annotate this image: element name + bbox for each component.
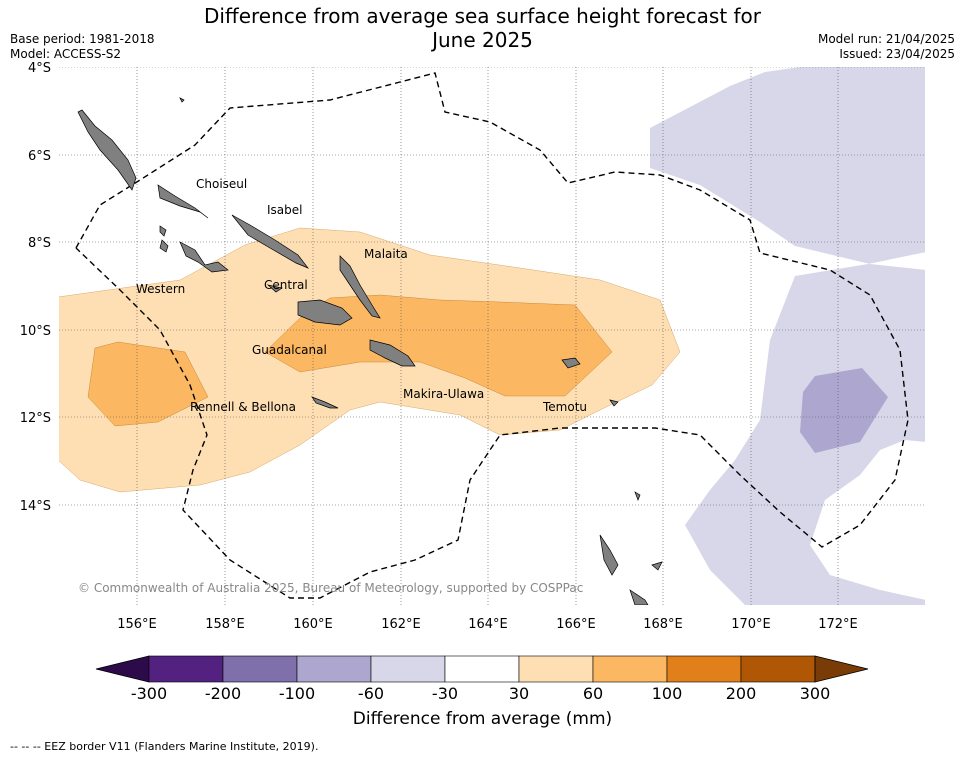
label-temotu: Temotu [542, 400, 587, 414]
label-central: Central [264, 278, 308, 292]
island-isabel [231, 214, 310, 269]
anomaly-zone-60-100-east [264, 294, 613, 397]
title-line-2: June 2025 [432, 28, 533, 52]
island-temotu-ndeni [561, 357, 581, 369]
label-western: Western [136, 282, 185, 296]
colorbar-tick: -30 [432, 684, 458, 703]
lat-label: 12°S [20, 411, 51, 426]
label-guadalcanal: Guadalcanal [252, 343, 327, 357]
island-choiseul-west [77, 109, 137, 191]
colorbar-tick: 30 [509, 684, 529, 703]
island-vanuatu-north [599, 534, 619, 576]
issued-date: Issued: 23/04/2025 [839, 47, 955, 61]
colorbar [95, 655, 869, 683]
lat-label: 6°S [28, 149, 51, 164]
islands [77, 97, 663, 605]
lon-label: 170°E [731, 617, 771, 632]
island-choiseul [157, 184, 209, 219]
island-western-group [179, 241, 229, 273]
lon-label: 168°E [643, 617, 683, 632]
island-vella [159, 239, 169, 253]
model-run: Model run: 21/04/2025 [817, 32, 955, 46]
island-rennell [311, 396, 339, 409]
map-area: © Commonwealth of Australia 2025, Bureau… [59, 67, 925, 605]
colorbar-segment [666, 655, 742, 683]
colorbar-segment [444, 655, 520, 683]
lon-label: 156°E [117, 617, 157, 632]
colorbar-tick-labels: -300 -200 -100 -60 -30 30 60 100 200 300 [131, 684, 830, 703]
island-vanuatu-central [651, 561, 663, 571]
longitude-labels: 156°E 158°E 160°E 162°E 164°E 166°E 168°… [117, 617, 858, 632]
colorbar-tick: -300 [131, 684, 167, 703]
colorbar-segment [592, 655, 668, 683]
lat-label: 14°S [20, 499, 51, 514]
lat-label: 10°S [20, 324, 51, 339]
colorbar-tick: 100 [652, 684, 683, 703]
base-period: Base period: 1981-2018 [10, 32, 155, 46]
lon-label: 160°E [293, 617, 333, 632]
colorbar-tick: 60 [583, 684, 603, 703]
anomaly-zone-minus30-minus60 [650, 67, 925, 605]
island-ontong [179, 97, 185, 103]
island-central [266, 284, 283, 293]
label-isabel: Isabel [267, 203, 302, 217]
colorbar-title: Difference from average (mm) [352, 709, 613, 729]
island-kolombangara [159, 225, 167, 237]
run-info: Model run: 21/04/2025 Issued: 23/04/2025 [818, 32, 955, 62]
colorbar-tick: 300 [800, 684, 831, 703]
latitude-labels: 4°S 6°S 8°S 10°S 12°S 14°S [20, 61, 51, 514]
island-temotu-small [609, 399, 619, 407]
island-malaita [339, 255, 381, 319]
lon-label: 166°E [556, 617, 596, 632]
colorbar-segment [370, 655, 446, 683]
island-vanuatu-small [634, 491, 641, 501]
colorbar-segment [296, 655, 372, 683]
lat-label: 8°S [28, 236, 51, 251]
label-malaita: Malaita [364, 247, 408, 261]
colorbar-extend-high [814, 655, 869, 683]
lon-label: 172°E [818, 617, 858, 632]
colorbar-tick: -200 [205, 684, 241, 703]
colorbar-tick: 200 [726, 684, 757, 703]
model-name: Model: ACCESS-S2 [10, 47, 122, 61]
title-line-1: Difference from average sea surface heig… [203, 4, 762, 28]
colorbar-segment [222, 655, 298, 683]
label-rennell-bellona: Rennell & Bellona [190, 400, 296, 414]
colorbar-segment [518, 655, 594, 683]
colorbar-extend-low [95, 655, 150, 683]
island-vanuatu-maewo [629, 589, 649, 605]
lon-label: 158°E [205, 617, 245, 632]
anomaly-zone-minus60-minus100 [800, 368, 888, 453]
colorbar-segment [148, 655, 224, 683]
label-makira-ulawa: Makira-Ulawa [403, 387, 484, 401]
copyright-text: © Commonwealth of Australia 2025, Bureau… [78, 581, 583, 595]
map-title: Difference from average sea surface heig… [0, 4, 965, 52]
colorbar-tick: -60 [358, 684, 384, 703]
label-choiseul: Choiseul [196, 177, 247, 191]
island-makira [369, 339, 416, 367]
gridlines [59, 67, 925, 605]
eez-border [75, 72, 909, 599]
model-info: Base period: 1981-2018 Model: ACCESS-S2 [10, 32, 155, 62]
eez-footnote: -- -- -- EEZ border V11 (Flanders Marine… [10, 740, 319, 753]
province-labels: Choiseul Isabel Malaita Western Central … [136, 177, 587, 414]
island-guadalcanal [297, 299, 353, 326]
lon-label: 162°E [381, 617, 421, 632]
lon-label: 164°E [468, 617, 508, 632]
colorbar-tick: -100 [279, 684, 315, 703]
lat-label: 4°S [28, 61, 51, 76]
colorbar-segment [740, 655, 816, 683]
